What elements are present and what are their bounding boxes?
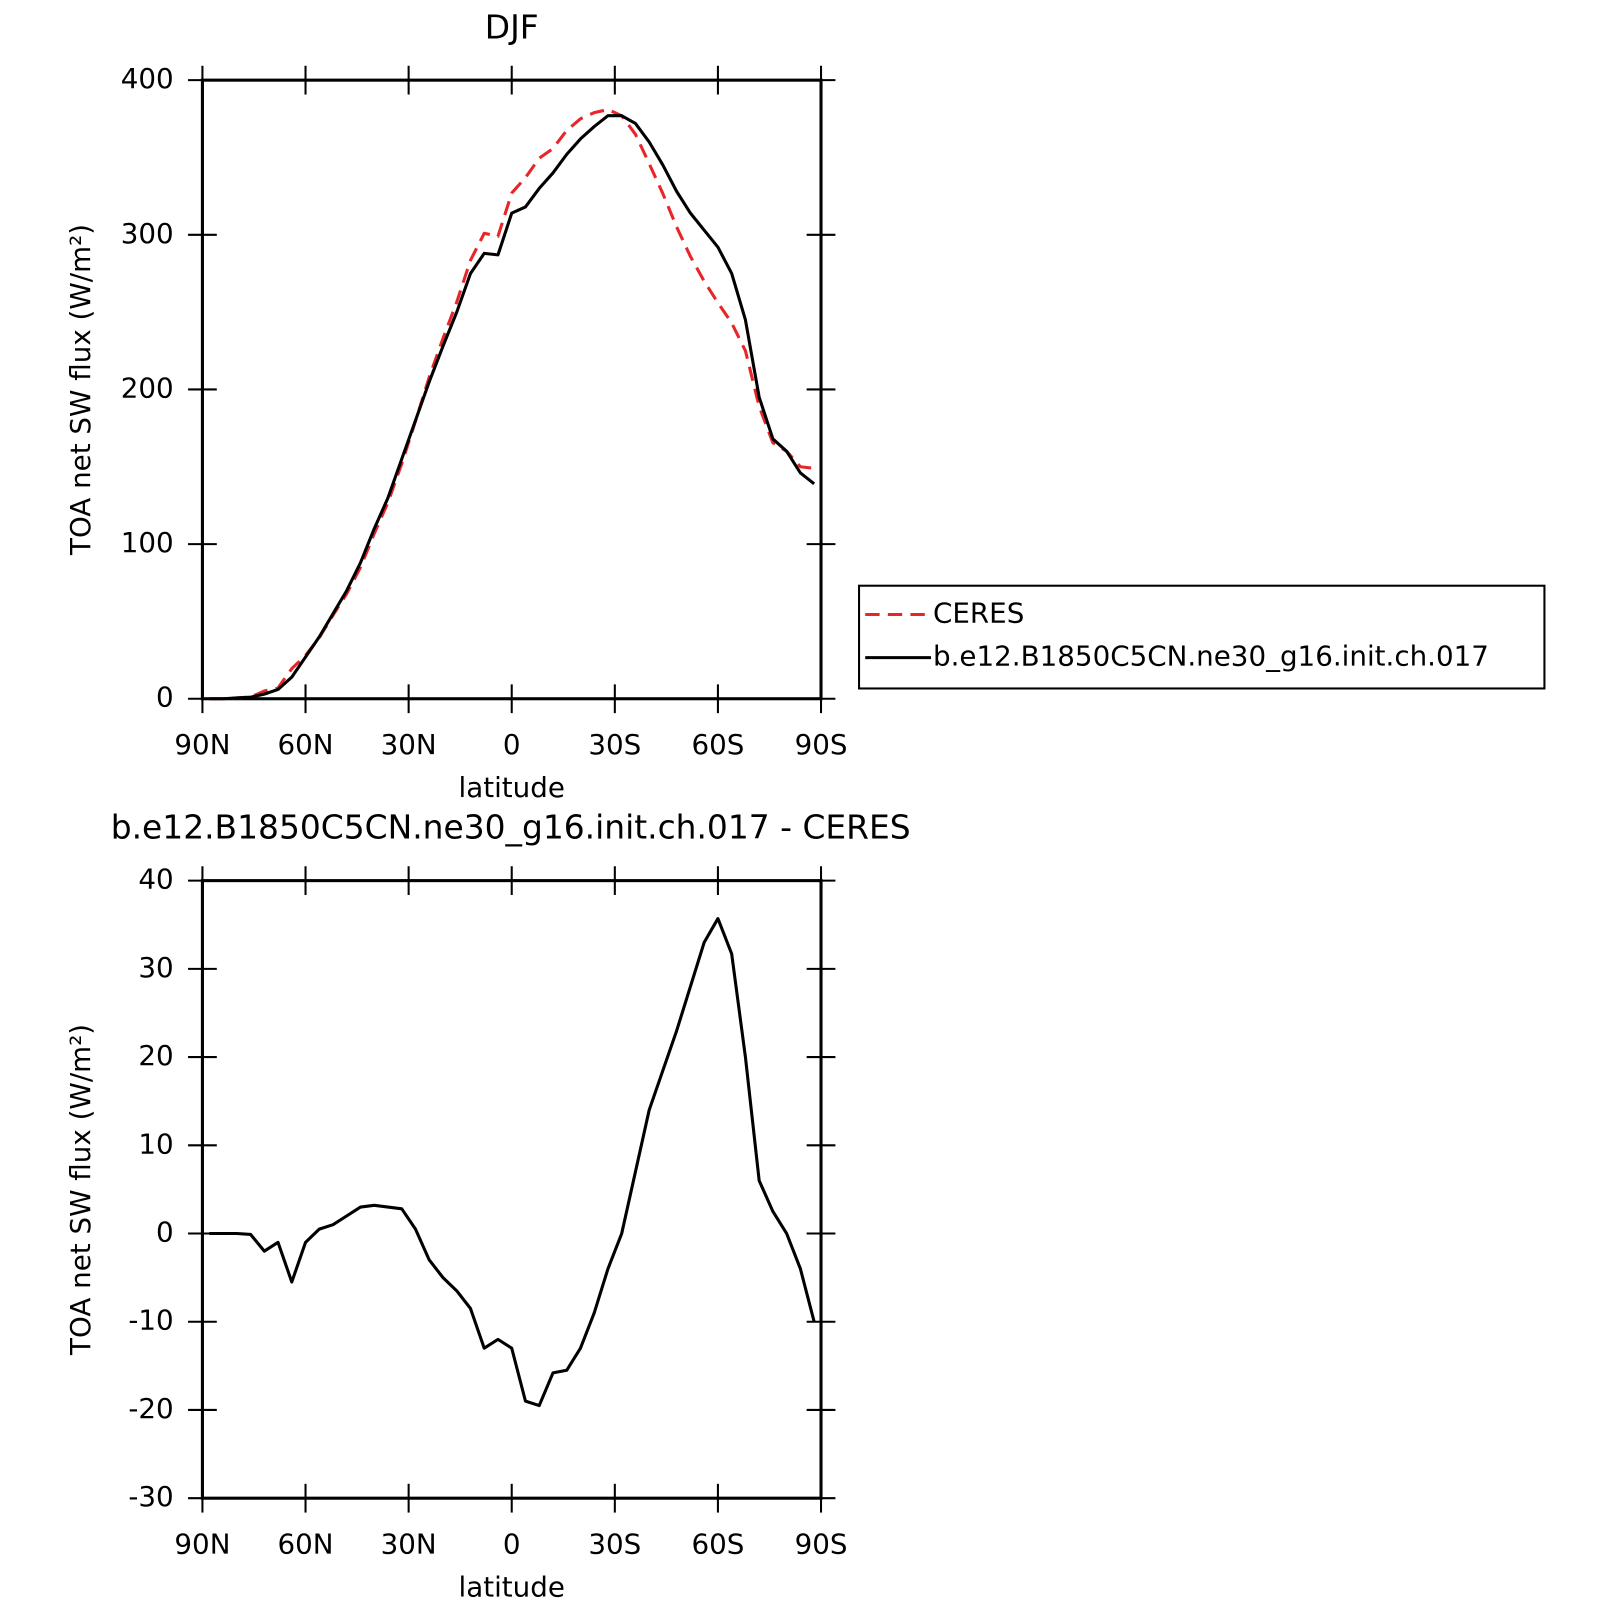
y-tick-label: 20 xyxy=(138,1039,173,1072)
x-tick-label: 60S xyxy=(691,728,744,761)
x-tick-label: 0 xyxy=(503,728,521,761)
x-tick-label: 30N xyxy=(381,728,437,761)
x-tick-label: 0 xyxy=(503,1527,521,1560)
x-tick-label: 30S xyxy=(588,1527,641,1560)
x-tick-label: 90S xyxy=(795,1527,848,1560)
y-axis-label: TOA net SW flux (W/m²) xyxy=(64,1024,97,1356)
y-tick-label: -30 xyxy=(128,1480,173,1513)
x-tick-label: 30N xyxy=(381,1527,437,1560)
x-tick-label: 90N xyxy=(174,1527,230,1560)
y-tick-label: 400 xyxy=(121,62,174,95)
chart-title: DJF xyxy=(485,7,539,46)
legend-label: CERES xyxy=(933,596,1024,629)
y-tick-label: 200 xyxy=(121,371,174,404)
legend-box xyxy=(858,584,1546,690)
y-tick-label: -20 xyxy=(128,1392,173,1425)
x-tick-label: 60N xyxy=(278,728,334,761)
y-tick-label: 10 xyxy=(138,1127,173,1160)
chart-title: b.e12.B1850C5CN.ne30_g16.init.ch.017 - C… xyxy=(111,808,911,847)
x-tick-label: 90N xyxy=(174,728,230,761)
x-tick-label: 60N xyxy=(278,1527,334,1560)
y-tick-label: 0 xyxy=(156,1216,174,1249)
data-line xyxy=(209,917,816,1408)
x-axis-label: latitude xyxy=(459,1571,565,1603)
y-tick-label: 30 xyxy=(138,951,173,984)
data-line xyxy=(209,114,816,701)
y-axis-label: TOA net SW flux (W/m²) xyxy=(64,224,97,556)
y-tick-label: -10 xyxy=(128,1304,173,1337)
legend-label: b.e12.B1850C5CN.ne30_g16.init.ch.017 xyxy=(933,640,1489,673)
x-tick-label: 60S xyxy=(691,1527,744,1560)
x-tick-label: 30S xyxy=(588,728,641,761)
x-tick-label: 90S xyxy=(795,728,848,761)
y-tick-label: 100 xyxy=(121,526,174,559)
x-axis-label: latitude xyxy=(459,771,565,804)
plot-frame xyxy=(200,78,823,701)
data-line xyxy=(209,107,815,701)
y-tick-label: 300 xyxy=(121,217,174,250)
y-tick-label: 40 xyxy=(138,863,173,896)
y-tick-label: 0 xyxy=(156,681,174,714)
plot-frame xyxy=(200,879,823,1500)
